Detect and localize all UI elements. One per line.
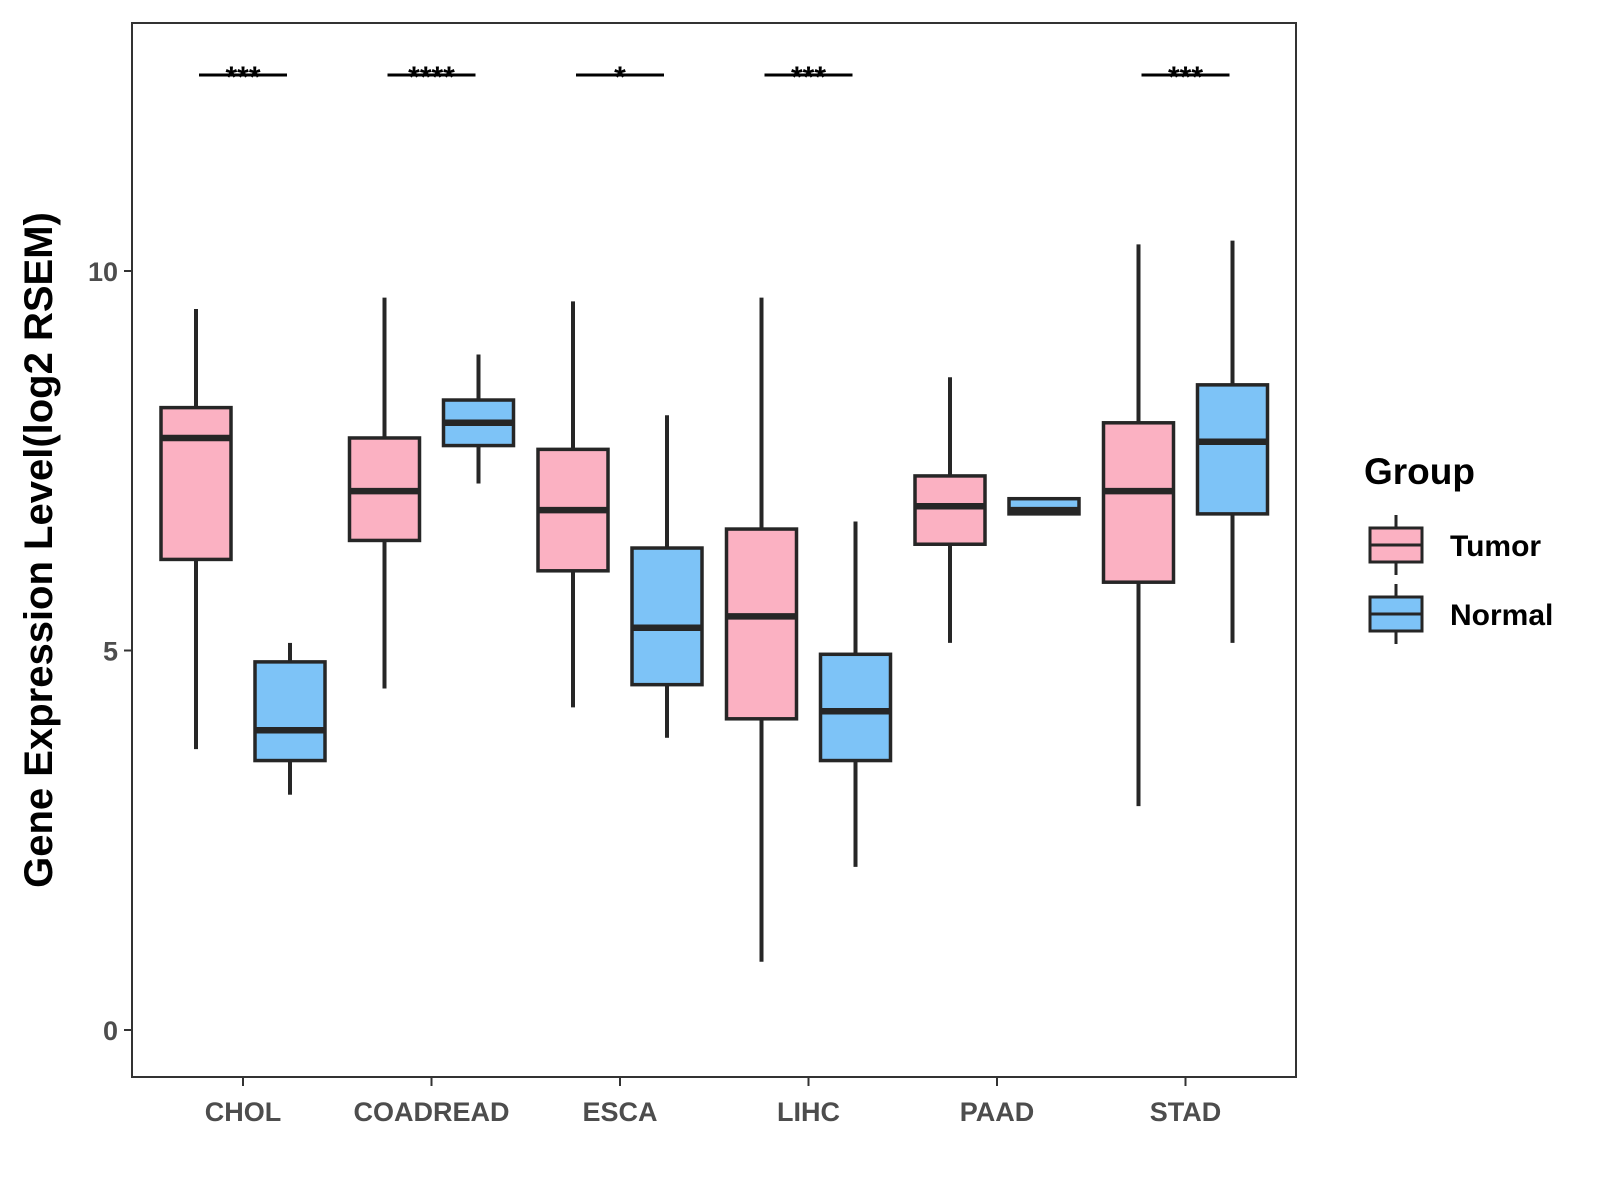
legend-label-tumor: Tumor bbox=[1450, 530, 1541, 563]
y-axis: 0 5 10 bbox=[88, 257, 132, 1046]
box-normal-esca bbox=[630, 415, 704, 738]
box-tumor-paad bbox=[913, 377, 987, 643]
box-iqr bbox=[630, 546, 704, 687]
box-tumor-coadread bbox=[347, 297, 422, 689]
box-normal-lihc bbox=[818, 521, 893, 867]
box-iqr bbox=[724, 527, 799, 721]
box-iqr bbox=[1101, 421, 1176, 584]
box-iqr bbox=[253, 660, 327, 763]
box-iqr bbox=[159, 405, 233, 562]
legend-title: Group bbox=[1364, 451, 1475, 492]
box-tumor-esca bbox=[536, 301, 610, 708]
box-iqr bbox=[913, 474, 987, 546]
box-iqr bbox=[818, 652, 893, 763]
x-tick-label: ESCA bbox=[582, 1097, 657, 1127]
significance-annotations: *** **** * *** *** bbox=[199, 61, 1230, 94]
box-normal-coadread bbox=[441, 354, 516, 484]
box-tumor-stad bbox=[1101, 244, 1176, 807]
significance-label: *** bbox=[225, 61, 260, 94]
box-normal-chol bbox=[253, 642, 327, 795]
y-axis-title: Gene Expression Level(log2 RSEM) bbox=[17, 212, 61, 888]
series-tumor bbox=[159, 244, 1176, 962]
y-tick-label: 0 bbox=[103, 1016, 118, 1046]
box-iqr bbox=[1195, 383, 1270, 516]
x-tick-label: COADREAD bbox=[353, 1097, 509, 1127]
box-tumor-lihc bbox=[724, 297, 799, 962]
significance-label: *** bbox=[1168, 61, 1203, 94]
x-tick-label: PAAD bbox=[960, 1097, 1035, 1127]
significance-label: *** bbox=[791, 61, 826, 94]
x-tick-label: CHOL bbox=[205, 1097, 282, 1127]
significance-label: **** bbox=[408, 61, 455, 94]
y-tick-label: 5 bbox=[103, 637, 118, 667]
x-tick-label: STAD bbox=[1150, 1097, 1222, 1127]
legend-key-normal: Normal bbox=[1368, 584, 1553, 644]
series-normal bbox=[253, 240, 1270, 867]
x-axis: CHOL COADREAD ESCA LIHC PAAD STAD bbox=[205, 1077, 1222, 1127]
x-tick-label: LIHC bbox=[777, 1097, 840, 1127]
significance-label: * bbox=[614, 61, 626, 94]
y-tick-label: 10 bbox=[88, 257, 118, 287]
box-normal-stad bbox=[1195, 240, 1270, 643]
box-normal-paad bbox=[1007, 496, 1081, 516]
legend-label-normal: Normal bbox=[1450, 599, 1553, 632]
legend: Group Tumor Normal bbox=[1364, 451, 1553, 644]
box-series bbox=[159, 240, 1270, 962]
legend-key-tumor: Tumor bbox=[1368, 515, 1541, 575]
box-tumor-chol bbox=[159, 308, 233, 750]
